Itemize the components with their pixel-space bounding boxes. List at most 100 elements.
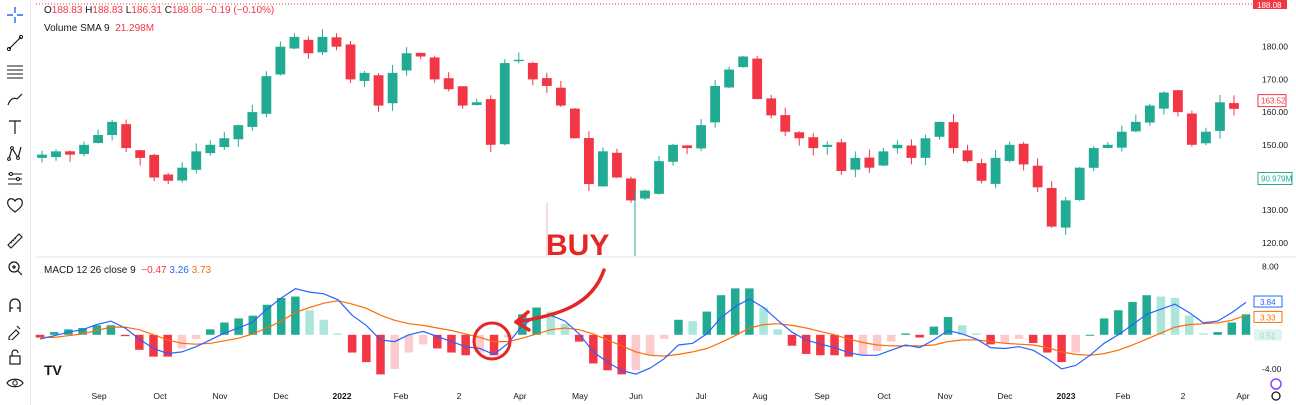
candle <box>1201 131 1211 144</box>
brush-icon[interactable] <box>4 88 26 110</box>
zoom-icon[interactable] <box>4 257 26 279</box>
macd-histogram-bar <box>1184 315 1194 335</box>
pattern-icon[interactable] <box>4 142 26 164</box>
macd-histogram-bar <box>901 333 910 335</box>
candle <box>962 150 973 162</box>
macd-histogram-bar <box>702 311 712 335</box>
candle <box>135 150 146 158</box>
candle <box>1060 200 1071 228</box>
time-axis-tick: Feb <box>1116 391 1131 401</box>
candle <box>1046 188 1057 227</box>
candle <box>906 145 917 158</box>
macd-histogram-bar <box>319 319 329 335</box>
candle <box>149 154 160 178</box>
volume-badge-label: 90.979M <box>1261 174 1292 183</box>
eye-icon[interactable] <box>4 372 26 394</box>
candle <box>303 39 314 54</box>
macd-histogram-bar <box>1099 318 1109 335</box>
lock-draw-icon[interactable] <box>4 320 26 342</box>
assistant-icon[interactable] <box>1270 378 1282 390</box>
macd-histogram-bar <box>844 334 853 357</box>
forecast-icon[interactable] <box>4 168 26 190</box>
time-axis-tick: Aug <box>752 391 767 401</box>
candle <box>976 163 987 181</box>
macd-histogram-bar <box>730 288 740 335</box>
macd-histogram-bar <box>759 307 768 335</box>
candle <box>1186 113 1197 145</box>
price-axis-tick: 170.00 <box>1262 74 1288 84</box>
fib-retracement-icon[interactable] <box>4 60 26 82</box>
candle <box>1032 165 1043 188</box>
macd-histogram-bar <box>362 334 371 363</box>
time-axis-tick: Sep <box>91 391 106 401</box>
candle <box>471 102 482 106</box>
ma-price-badge <box>1257 94 1287 108</box>
macd-histogram-bar <box>957 325 967 335</box>
signal-line <box>40 300 1247 357</box>
candle <box>555 87 566 106</box>
magnet-icon[interactable] <box>4 294 26 316</box>
candle <box>920 138 931 158</box>
hist-badge-label: 0.51 <box>1260 331 1276 340</box>
ohlc-legend: O188.83 H188.83 L186.31 C188.08 −0.19 (−… <box>44 5 275 16</box>
candle <box>850 157 861 170</box>
candle <box>598 151 608 187</box>
candle <box>836 142 847 171</box>
macd-histogram-bar <box>816 334 825 356</box>
candle <box>513 59 524 62</box>
candle <box>1229 103 1239 109</box>
macd-histogram-bar <box>276 297 286 335</box>
lock-icon[interactable] <box>4 346 26 368</box>
candle <box>541 78 552 86</box>
candle <box>401 53 412 71</box>
macd-histogram-bar <box>35 334 45 338</box>
heart-icon[interactable] <box>4 194 26 216</box>
macd-histogram-bar <box>475 334 485 353</box>
price-axis-tick: 150.00 <box>1262 140 1288 150</box>
buy-annotation-arrowhead <box>514 310 531 332</box>
tradingview-logo-icon[interactable]: TV <box>44 362 62 378</box>
macd-histogram-bar <box>418 334 428 345</box>
time-axis-tick: 2023 <box>1057 391 1076 401</box>
macd-histogram-bar <box>872 334 882 352</box>
time-axis-tick: Nov <box>212 391 228 401</box>
macd-histogram-bar <box>291 296 300 335</box>
candle <box>752 58 763 100</box>
macd-histogram-bar <box>787 334 797 346</box>
signal-badge <box>1253 310 1283 323</box>
macd-histogram-bar <box>135 334 144 350</box>
ruler-icon[interactable] <box>4 230 26 252</box>
macd-histogram-bar <box>1156 296 1166 335</box>
time-axis-tick: Dec <box>997 391 1013 401</box>
candle <box>892 144 903 149</box>
candle <box>387 72 398 104</box>
candle <box>205 144 216 154</box>
macd-histogram-bar <box>447 334 456 353</box>
trend-line-icon[interactable] <box>4 32 26 54</box>
text-icon[interactable] <box>4 116 26 138</box>
macd-histogram-bar <box>645 334 655 356</box>
candle <box>612 152 622 178</box>
macd-badge-label: 3.84 <box>1260 298 1276 307</box>
candle <box>51 151 61 158</box>
macd-histogram-bar <box>801 334 811 354</box>
candle <box>710 85 721 123</box>
candle <box>583 138 594 185</box>
macd-histogram-bar <box>1227 322 1237 335</box>
macd-histogram-bar <box>49 332 59 335</box>
settings-gear-icon[interactable] <box>1271 391 1281 401</box>
signal-badge-label: 3.33 <box>1260 313 1276 322</box>
crosshair-icon[interactable] <box>4 4 26 26</box>
candle <box>443 78 454 90</box>
candle <box>724 69 735 88</box>
last-price-badge <box>1253 0 1287 9</box>
candle <box>626 178 636 201</box>
macd-histogram-bar <box>149 334 158 357</box>
macd-histogram-bar <box>830 334 839 356</box>
macd-histogram-bar <box>972 333 981 335</box>
time-axis-tick: Nov <box>937 391 953 401</box>
macd-histogram-bar <box>929 326 939 335</box>
candle <box>359 72 370 81</box>
candle <box>1130 121 1141 132</box>
